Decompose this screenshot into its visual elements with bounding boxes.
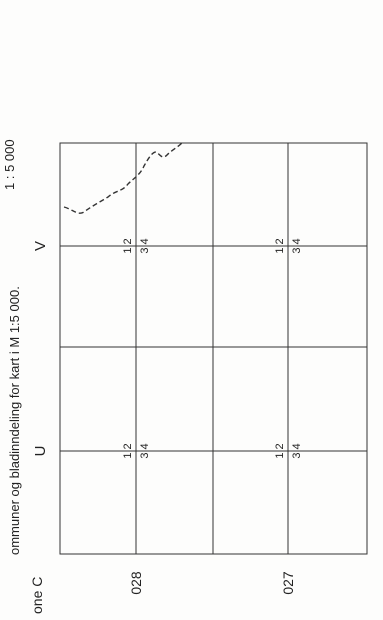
col-label-v: V	[32, 241, 49, 251]
quad-028-v-top: 1 2	[122, 238, 134, 253]
quad-027-v-bottom: 3 4	[291, 238, 303, 253]
row-label-028: 028	[128, 571, 144, 595]
corner-code: 1 : 5 000	[2, 139, 17, 190]
quad-028-u-top: 1 2	[122, 443, 134, 458]
zone-label: one C	[29, 577, 45, 614]
quad-028-u-bottom: 3 4	[139, 443, 151, 458]
municipal-boundary-line	[63, 142, 183, 214]
quad-027-u-top: 1 2	[274, 443, 286, 458]
row-label-027: 027	[280, 571, 296, 595]
col-label-u: U	[32, 446, 49, 457]
map-title: ommuner og bladinndeling for kart i M 1:…	[7, 286, 22, 555]
quad-028-v-bottom: 3 4	[139, 238, 151, 253]
quad-027-v-top: 1 2	[274, 238, 286, 253]
quad-027-u-bottom: 3 4	[291, 443, 303, 458]
